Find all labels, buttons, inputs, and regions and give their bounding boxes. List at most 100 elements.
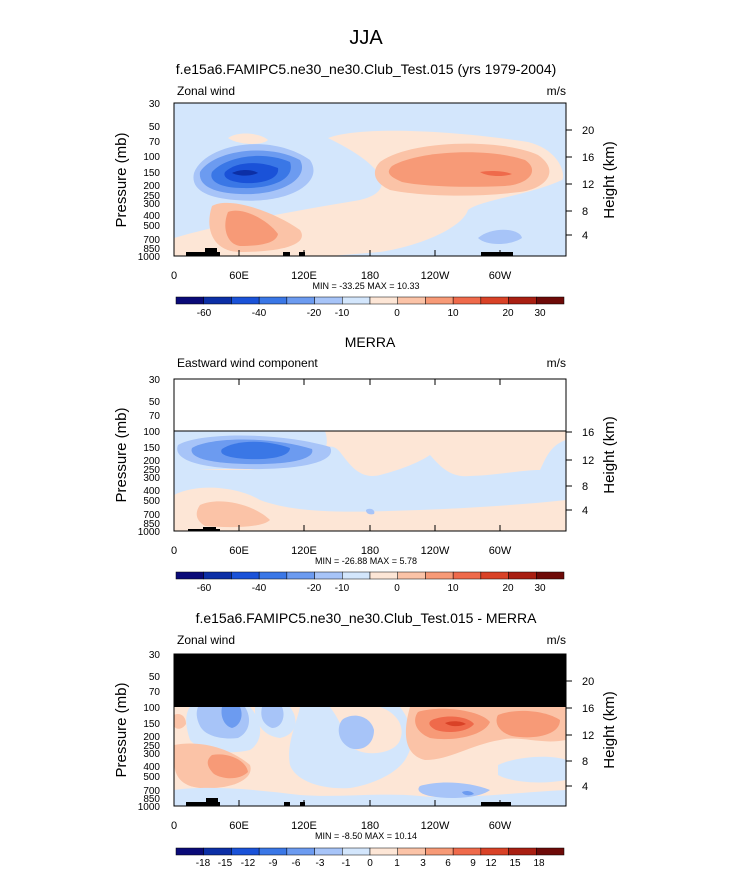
min-max-label: MIN = -33.25 MAX = 10.33 <box>312 281 419 291</box>
colorbar-label: -40 <box>252 308 267 319</box>
x-tick-label: 180 <box>361 545 379 557</box>
y-tick-label: 500 <box>143 772 160 783</box>
y-tick-label: 500 <box>143 496 160 507</box>
x-tick-label: 60E <box>229 820 249 832</box>
x-tick-label: 60W <box>489 820 512 832</box>
colorbar-swatch <box>175 847 204 856</box>
y-tick-label: 50 <box>149 397 161 408</box>
height-tick-label: 12 <box>582 179 594 191</box>
colorbar-swatch <box>425 296 454 305</box>
colorbar-label: -10 <box>335 308 350 319</box>
height-axis-title: Height (km) <box>601 416 618 494</box>
y-tick-label: 200 <box>143 181 160 192</box>
height-tick-label: 8 <box>582 756 588 768</box>
missing-data-region <box>174 654 566 707</box>
colorbar-swatch <box>342 571 371 580</box>
panel-left-label: Zonal wind <box>177 633 235 647</box>
min-max-label: MIN = -26.88 MAX = 5.78 <box>315 556 417 566</box>
colorbar-label: 12 <box>485 858 497 869</box>
colorbar-swatch <box>203 847 232 856</box>
colorbar-swatch <box>314 571 343 580</box>
colorbar-swatch <box>452 296 482 305</box>
colorbar-swatch <box>397 847 426 856</box>
y-tick-label: 700 <box>143 235 160 246</box>
colorbar-label: 0 <box>367 858 373 869</box>
colorbar-swatch <box>425 847 454 856</box>
y-tick-label: 400 <box>143 211 160 222</box>
height-axis: 16 12 8 4 Height (km) <box>566 416 618 517</box>
y-tick-label: 500 <box>143 221 160 232</box>
height-tick-label: 16 <box>582 703 594 715</box>
x-tick-label: 60E <box>229 545 249 557</box>
colorbar-label: 15 <box>509 858 521 869</box>
y-tick-label: 250 <box>143 741 160 752</box>
y-tick-label: 250 <box>143 465 160 476</box>
y-tick-label: 100 <box>143 703 160 714</box>
colorbar-swatch <box>258 571 288 580</box>
x-tick-label: 180 <box>361 270 379 282</box>
y-tick-label: 30 <box>149 375 161 386</box>
x-axis: 0 60E 120E 180 120W 60W <box>171 379 512 557</box>
y-tick-label: 150 <box>143 168 160 179</box>
colorbar-swatch <box>369 296 398 305</box>
y-tick-label: 70 <box>149 411 161 422</box>
terrain-mask <box>186 798 511 806</box>
height-axis-title: Height (km) <box>601 141 618 219</box>
y-tick-label: 30 <box>149 99 161 110</box>
colorbar-swatch <box>508 296 537 305</box>
colorbar-swatch <box>397 571 426 580</box>
height-tick-label: 4 <box>582 505 588 517</box>
height-tick-label: 16 <box>582 152 594 164</box>
colorbar-swatch <box>425 571 454 580</box>
height-tick-label: 8 <box>582 206 588 218</box>
y-tick-label: 50 <box>149 672 161 683</box>
plot-area <box>173 102 567 257</box>
colorbar-swatch <box>480 571 509 580</box>
colorbar <box>175 571 565 580</box>
colorbar-swatch <box>286 847 315 856</box>
colorbar-label: 0 <box>394 583 400 594</box>
height-axis: 20 16 12 8 4 Height (km) <box>566 125 618 242</box>
y-tick-label: 850 <box>143 519 160 530</box>
field-contours <box>174 707 566 806</box>
y-tick-label: 1000 <box>138 252 161 263</box>
colorbar-label: -60 <box>197 583 212 594</box>
x-tick-label: 60E <box>229 270 249 282</box>
terrain-mask <box>188 527 220 531</box>
colorbar-swatch <box>508 571 537 580</box>
colorbar-label: -3 <box>316 858 325 869</box>
colorbar-swatch <box>203 571 232 580</box>
colorbar-swatch <box>369 571 398 580</box>
colorbar-swatch <box>175 571 204 580</box>
colorbar-label: -20 <box>307 308 322 319</box>
y-tick-label: 30 <box>149 650 161 661</box>
x-tick-label: 0 <box>171 820 177 832</box>
colorbar-swatch <box>286 296 315 305</box>
min-max-label: MIN = -8.50 MAX = 10.14 <box>315 831 417 841</box>
panel-model: f.e15a6.FAMIPC5.ne30_ne30.Club_Test.015 … <box>113 61 618 319</box>
colorbar-labels: -18 -15 -12 -9 -6 -3 -1 0 1 3 6 9 12 15 … <box>196 858 545 869</box>
colorbar-label: -15 <box>218 858 233 869</box>
colorbar-swatch <box>536 847 565 856</box>
x-tick-label: 0 <box>171 270 177 282</box>
y-axis: 30 50 70 100 150 200 250 300 400 500 700… <box>113 375 160 538</box>
x-tick-label: 60W <box>489 270 512 282</box>
field-contours <box>174 431 566 531</box>
colorbar-label: -18 <box>196 858 211 869</box>
x-tick-label: 60W <box>489 545 512 557</box>
colorbar-swatch <box>314 847 343 856</box>
y-tick-label: 70 <box>149 687 161 698</box>
height-tick-label: 20 <box>582 676 594 688</box>
height-axis-title: Height (km) <box>601 691 618 769</box>
colorbar-labels: -60 -40 -20 -10 0 10 20 30 <box>197 583 546 594</box>
colorbar-label: 1 <box>394 858 400 869</box>
colorbar-swatch <box>536 296 565 305</box>
y-axis: 30 50 70 100 150 200 250 300 400 500 700… <box>113 99 160 263</box>
colorbar-label: -6 <box>292 858 301 869</box>
y-tick-label: 150 <box>143 719 160 730</box>
figure-title: JJA <box>349 27 383 49</box>
y-axis-title: Pressure (mb) <box>113 407 130 502</box>
y-tick-label: 300 <box>143 473 160 484</box>
y-tick-label: 100 <box>143 152 160 163</box>
